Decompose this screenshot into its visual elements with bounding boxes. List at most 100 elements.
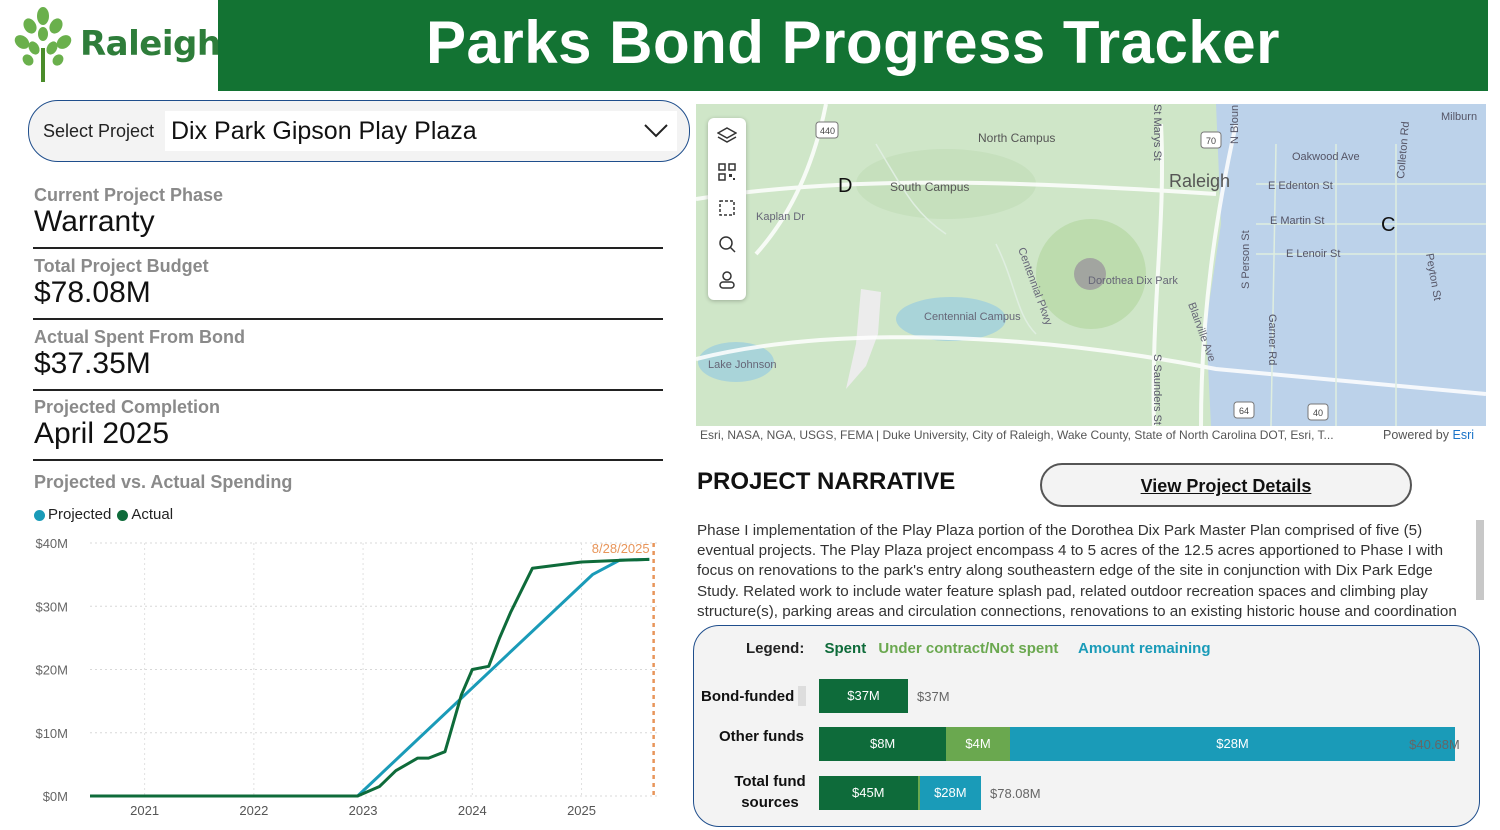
funding-bar-remaining[interactable]: $28M (919, 776, 981, 810)
project-dropdown-value: Dix Park Gipson Play Plaza (171, 117, 477, 145)
map-powered-by: Powered by Esri (1383, 428, 1474, 442)
map-label: St Marys St (1151, 104, 1163, 161)
map-label: E Lenoir St (1286, 248, 1340, 260)
tree-logo-icon (14, 7, 72, 82)
x-tick-label: 2024 (458, 803, 487, 818)
map-label: S Saunders St (1151, 354, 1163, 425)
map-marker-d[interactable]: D (838, 175, 852, 197)
person-icon[interactable] (717, 270, 737, 290)
field-value: $37.35M (34, 347, 151, 380)
y-tick-label: $0M (43, 789, 68, 804)
y-tick-label: $30M (35, 599, 68, 614)
map-label: E Martin St (1270, 215, 1324, 227)
field-actual-spent: Actual Spent From Bond $37.35M (33, 327, 663, 391)
map-label: Milburn (1441, 111, 1477, 123)
field-label: Projected Completion (34, 397, 221, 417)
field-projected-completion: Projected Completion April 2025 (33, 397, 663, 461)
esri-link[interactable]: Esri (1452, 428, 1475, 442)
legend-projected[interactable]: Projected (34, 506, 111, 523)
project-location-marker[interactable] (1074, 258, 1106, 290)
map-label: North Campus (978, 131, 1055, 145)
select-area-icon[interactable] (717, 198, 737, 218)
x-tick-label: 2023 (349, 803, 378, 818)
row-label-bond-funded: Bond-funded (701, 688, 795, 705)
funding-row-total: $78.08M (990, 786, 1041, 801)
search-icon[interactable] (717, 234, 737, 254)
narrative-scrollbar[interactable] (1476, 520, 1484, 600)
svg-text:70: 70 (1206, 136, 1216, 146)
view-project-details-button[interactable]: View Project Details (1040, 463, 1412, 507)
series-line-actual (90, 557, 650, 798)
legend-spent: Spent (824, 640, 867, 657)
highway-shield-icon: 64 (1233, 401, 1255, 419)
row-label-line: sources (741, 794, 799, 811)
field-label: Actual Spent From Bond (34, 327, 245, 347)
field-label: Current Project Phase (34, 185, 224, 205)
page-title: Parks Bond Progress Tracker (426, 9, 1280, 76)
field-label: Total Project Budget (34, 256, 209, 276)
map-label: Kaplan Dr (756, 211, 805, 223)
map-canvas[interactable]: North Campus South Campus Raleigh Centen… (696, 104, 1486, 426)
y-tick-label: $10M (35, 726, 68, 741)
svg-text:440: 440 (820, 126, 835, 136)
map-label: E Edenton St (1268, 180, 1333, 192)
funding-bar-spent[interactable]: $37M (819, 679, 908, 713)
funding-bar-contract[interactable]: $4M (946, 727, 1010, 761)
field-project-phase: Current Project Phase Warranty (33, 185, 663, 249)
map-label: Raleigh (1169, 171, 1230, 191)
highway-shield-icon: 40 (1307, 403, 1329, 421)
chevron-down-icon[interactable] (643, 119, 669, 141)
map-marker-c[interactable]: C (1381, 214, 1395, 236)
highway-shield-icon: 440 (815, 121, 839, 139)
y-tick-label: $40M (35, 536, 68, 551)
row-divider (798, 686, 806, 706)
series-line-projected (90, 557, 650, 798)
powered-by-text: Powered by (1383, 428, 1453, 442)
funding-row-total: $37M (917, 689, 950, 704)
map-label: Colleton Rd (1395, 121, 1412, 179)
x-tick-label: 2025 (567, 803, 596, 818)
legend-under-contract: Under contract/Not spent (878, 640, 1059, 657)
legend-actual-label: Actual (131, 506, 174, 523)
funding-bar-spent[interactable]: $8M (819, 727, 947, 761)
project-dropdown[interactable]: Dix Park Gipson Play Plaza (165, 111, 677, 151)
select-project-label: Select Project (43, 121, 155, 141)
svg-text:40: 40 (1313, 408, 1323, 418)
legend-amount-remaining: Amount remaining (1078, 640, 1211, 657)
legend-projected-swatch (34, 509, 45, 521)
date-marker-label: 8/28/2025 (592, 541, 650, 556)
map-label: N Bloun (1229, 105, 1241, 144)
funding-bar-spent[interactable]: $45M (819, 776, 918, 810)
chart-legend: Projected Actual (34, 506, 173, 523)
project-selector: Select Project Dix Park Gipson Play Plaz… (28, 100, 690, 162)
map-label: Oakwood Ave (1292, 151, 1360, 163)
layers-icon[interactable] (717, 126, 737, 146)
city-logo: Raleigh (0, 0, 221, 92)
row-label-total-fund-sources: Total fund sources (734, 771, 806, 813)
field-value: April 2025 (34, 417, 170, 450)
field-total-budget: Total Project Budget $78.08M (33, 256, 663, 320)
funding-row-total: $40.68M (1409, 737, 1460, 752)
legend-actual[interactable]: Actual (117, 506, 173, 523)
funding-bar-remaining[interactable]: $28M (1009, 727, 1456, 761)
map-label: Centennial Campus (924, 311, 1021, 323)
funding-bar-contract[interactable] (917, 776, 920, 810)
legend-actual-swatch (117, 509, 129, 521)
qr-code-icon[interactable] (717, 162, 737, 182)
map-label: Garner Rd (1266, 314, 1278, 365)
field-value: Warranty (34, 205, 155, 238)
title-bar: Parks Bond Progress Tracker (218, 0, 1488, 91)
funding-legend: Legend: Spent Under contract/Not spent A… (746, 640, 1211, 657)
map-label: South Campus (890, 180, 969, 194)
project-map[interactable]: North Campus South Campus Raleigh Centen… (696, 104, 1486, 426)
svg-text:64: 64 (1239, 406, 1249, 416)
map-attribution: Esri, NASA, NGA, USGS, FEMA | Duke Unive… (700, 428, 1334, 442)
highway-shield-icon: 70 (1200, 131, 1222, 149)
map-label: Dorothea Dix Park (1088, 275, 1178, 287)
map-toolbar (708, 118, 746, 300)
y-tick-label: $20M (35, 663, 68, 678)
map-label: Lake Johnson (708, 359, 777, 371)
funding-panel (693, 625, 1480, 827)
legend-projected-label: Projected (48, 506, 112, 523)
map-label: S Person St (1240, 230, 1252, 289)
